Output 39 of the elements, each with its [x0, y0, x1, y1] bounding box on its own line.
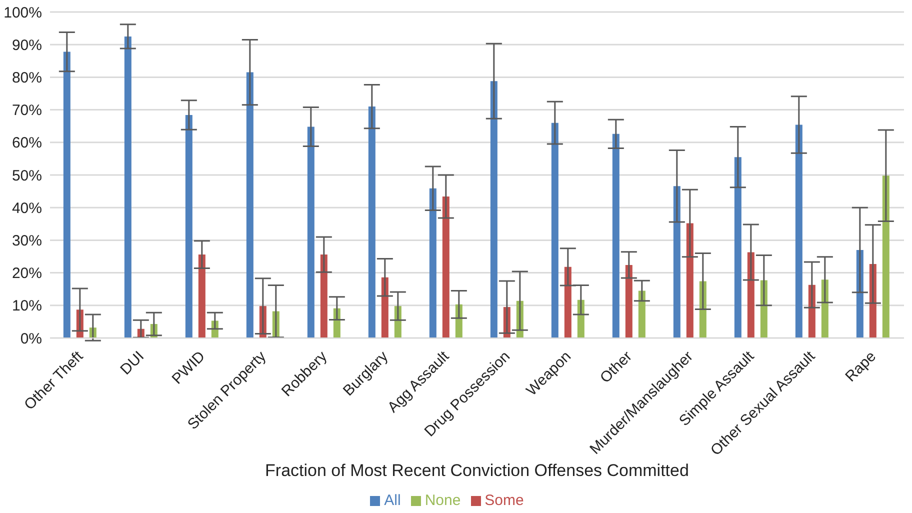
- bar: [381, 277, 388, 338]
- y-tick-label: 40%: [12, 200, 42, 217]
- bar: [368, 106, 376, 338]
- y-tick-label: 60%: [12, 134, 42, 152]
- y-tick-label: 20%: [12, 265, 42, 282]
- bar: [63, 52, 70, 338]
- bar: [429, 188, 436, 338]
- legend-label: All: [384, 492, 401, 509]
- y-tick-label: 50%: [12, 167, 42, 184]
- y-tick-label: 90%: [12, 36, 42, 54]
- legend-label: Some: [484, 492, 524, 509]
- y-tick-label: 70%: [12, 102, 42, 120]
- bar: [564, 266, 572, 338]
- bar: [612, 134, 620, 338]
- y-tick-label: 10%: [12, 298, 42, 315]
- y-tick-label: 100%: [4, 4, 42, 22]
- bar: [551, 122, 558, 338]
- bar: [747, 252, 754, 338]
- bar: [246, 72, 254, 338]
- x-axis-title: Fraction of Most Recent Conviction Offenses Committed: [265, 461, 689, 480]
- x-tick-label: DUI: [117, 348, 148, 378]
- bar: [124, 36, 132, 338]
- bar: [795, 124, 802, 338]
- bar: [442, 196, 450, 338]
- bar: [734, 157, 742, 338]
- bar: [673, 186, 680, 338]
- bar: [320, 254, 328, 338]
- bar: [307, 126, 314, 338]
- bar: [490, 81, 498, 338]
- bar: [686, 223, 694, 338]
- bar: [625, 264, 632, 338]
- bar: [198, 254, 206, 338]
- legend-label: None: [424, 492, 461, 509]
- bar: [882, 176, 890, 338]
- bar: [638, 290, 646, 338]
- bar: [185, 115, 192, 338]
- y-tick-label: 30%: [12, 232, 42, 250]
- y-tick-label: 80%: [12, 70, 42, 87]
- y-tick-label: 0%: [20, 330, 42, 348]
